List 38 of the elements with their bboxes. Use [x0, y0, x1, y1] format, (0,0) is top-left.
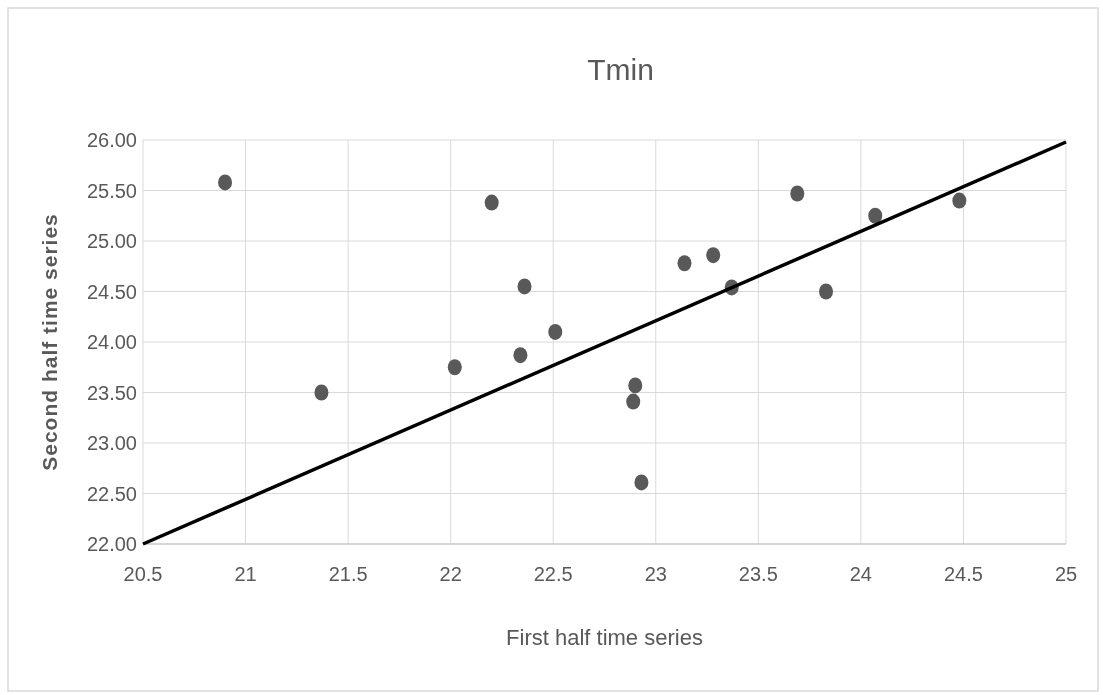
x-tick-label: 21	[234, 563, 257, 585]
y-tick-label: 24.00	[86, 331, 137, 353]
y-tick-label: 23.00	[86, 432, 137, 454]
y-axis-title: Second half time series	[38, 213, 61, 471]
y-tick-label: 25.50	[86, 179, 137, 202]
y-tick-label: 22.00	[86, 533, 137, 555]
point	[952, 192, 967, 209]
point	[447, 359, 462, 376]
point	[517, 278, 532, 295]
point	[819, 283, 834, 300]
point	[314, 384, 329, 401]
x-tick-label: 22.5	[533, 563, 573, 585]
point	[628, 377, 643, 394]
x-tick-label: 23	[644, 563, 667, 585]
x-tick-label: 24	[849, 563, 873, 585]
x-tick-label: 24.5	[943, 563, 983, 585]
chart-title: Tmin	[587, 53, 654, 86]
y-tick-label: 22.50	[86, 482, 137, 505]
point	[868, 207, 883, 224]
y-tick-label: 26.00	[86, 129, 137, 151]
point	[218, 174, 233, 191]
x-tick-label: 23.5	[738, 563, 778, 585]
x-tick-label: 21.5	[328, 563, 368, 585]
point	[790, 185, 805, 202]
point	[626, 393, 641, 410]
x-tick-label: 22	[439, 563, 462, 585]
y-tick-label: 24.50	[86, 280, 137, 303]
point	[548, 323, 563, 340]
x-axis-title: First half time series	[506, 625, 703, 650]
point	[706, 247, 721, 264]
y-tick-label: 25.00	[86, 230, 137, 252]
y-tick-label: 23.50	[86, 381, 137, 404]
x-tick-label: 25	[1054, 563, 1078, 585]
point	[484, 194, 499, 211]
x-tick-label: 20.5	[123, 563, 163, 585]
point	[634, 474, 649, 491]
point	[677, 255, 692, 272]
point	[513, 347, 528, 364]
